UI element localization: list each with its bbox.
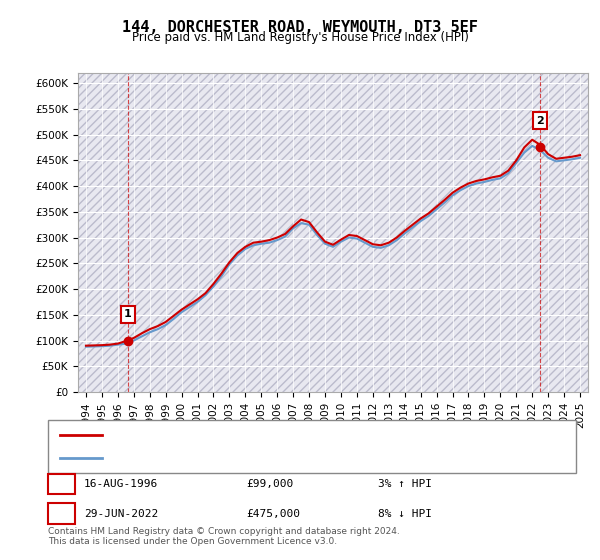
Text: 1: 1: [57, 478, 66, 491]
Text: 2: 2: [536, 116, 544, 126]
Text: 2: 2: [57, 507, 66, 520]
Text: £475,000: £475,000: [246, 508, 300, 519]
Bar: [78, 73, 588, 392]
Text: 29-JUN-2022: 29-JUN-2022: [84, 508, 158, 519]
Text: 16-AUG-1996: 16-AUG-1996: [84, 479, 158, 489]
Text: £99,000: £99,000: [246, 479, 293, 489]
Text: 144, DORCHESTER ROAD, WEYMOUTH, DT3 5EF (detached house): 144, DORCHESTER ROAD, WEYMOUTH, DT3 5EF …: [114, 430, 458, 440]
Text: 3% ↑ HPI: 3% ↑ HPI: [378, 479, 432, 489]
Text: 8% ↓ HPI: 8% ↓ HPI: [378, 508, 432, 519]
Text: Price paid vs. HM Land Registry's House Price Index (HPI): Price paid vs. HM Land Registry's House …: [131, 31, 469, 44]
Text: HPI: Average price, detached house, Dorset: HPI: Average price, detached house, Dors…: [114, 453, 341, 463]
Text: 144, DORCHESTER ROAD, WEYMOUTH, DT3 5EF: 144, DORCHESTER ROAD, WEYMOUTH, DT3 5EF: [122, 20, 478, 35]
Text: Contains HM Land Registry data © Crown copyright and database right 2024.
This d: Contains HM Land Registry data © Crown c…: [48, 526, 400, 546]
Text: 1: 1: [124, 310, 131, 319]
